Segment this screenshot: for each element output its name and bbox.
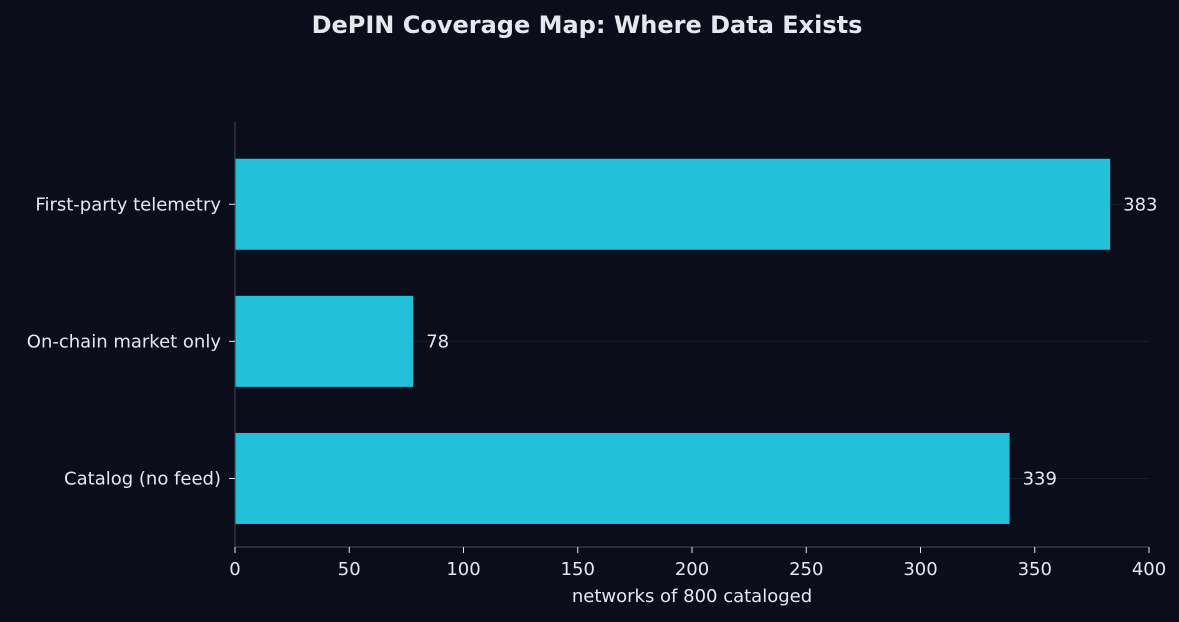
x-tick-label: 250 — [789, 559, 823, 580]
y-tick-label: On-chain market only — [27, 331, 222, 352]
y-tick-label: First-party telemetry — [35, 194, 221, 215]
y-tick-label: Catalog (no feed) — [64, 468, 221, 489]
labels-layer: First-party telemetry 383 On-chain market … — [27, 194, 1166, 580]
data-label: 383 — [1123, 194, 1157, 215]
x-tick-label: 400 — [1132, 559, 1166, 580]
x-tick-label: 350 — [1018, 559, 1052, 580]
data-label: 339 — [1023, 468, 1057, 489]
x-tick-label: 150 — [561, 559, 595, 580]
x-tick-label: 0 — [229, 559, 240, 580]
bar — [235, 432, 1010, 524]
bar — [235, 295, 414, 387]
x-tick-label: 100 — [446, 559, 480, 580]
x-tick-label: 200 — [675, 559, 709, 580]
bar — [235, 158, 1111, 250]
x-tick-label: 300 — [903, 559, 937, 580]
axes-layer — [229, 122, 1150, 553]
x-axis-label: networks of 800 cataloged — [572, 586, 812, 607]
x-tick-label: 50 — [338, 559, 361, 580]
bars-layer — [235, 158, 1111, 524]
chart-title: DePIN Coverage Map: Where Data Exists — [312, 11, 863, 39]
data-label: 78 — [426, 331, 449, 352]
